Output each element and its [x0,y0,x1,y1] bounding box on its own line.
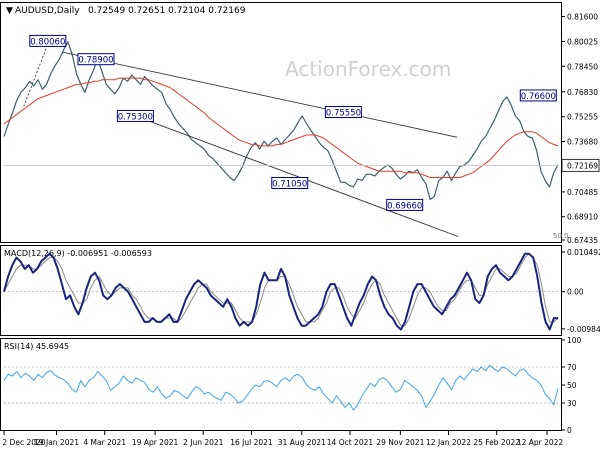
x-tick-label: 29 Nov 2021 [376,438,424,447]
price-tick-label: 0.81600 [567,13,598,22]
price-annotation-box [116,109,154,122]
macd-main-line [3,252,558,331]
price-tick-label: 0.75255 [567,113,598,122]
price-panel-frame [0,2,562,243]
price-tick-label: 0.76830 [567,88,598,97]
price-annotation-label: 0.78900 [78,56,113,66]
lower-trend-line [135,115,459,238]
price-tick-label: 0.80025 [567,37,598,46]
x-tick-label: 12 Apr 2022 [517,438,564,447]
price-tick-label: 0.68910 [567,213,598,222]
rsi-tick-label: 70 [567,363,577,372]
x-tick-label: 4 Mar 2021 [83,438,126,447]
price-annotation-box [519,89,557,102]
x-tick-label: 25 Feb 2022 [473,438,520,447]
price-annotation-box [29,34,67,47]
x-tick-label: 16 Jul 2021 [230,438,273,447]
rsi-line [3,364,559,411]
rsi-tick-label: 50 [567,381,577,390]
price-annotation-label: 0.75300 [118,112,153,122]
right-note-label: 50.0 [553,232,569,240]
rsi-tick-label: 0 [567,426,572,435]
current-price-box [561,158,600,172]
x-tick-label: 14 Oct 2021 [327,438,374,447]
price-annotation-label: 0.75550 [326,109,361,119]
macd-tick-label: 0.00 [567,288,584,297]
price-annotation-box [324,106,362,119]
price-annotation-label: 0.80060 [30,37,65,47]
price-tick-label: 0.67435 [567,236,598,245]
rsi-tick-label: 30 [567,399,577,408]
axes: 0.81600 0.80025 0.78450 0.76830 0.75255 0.736… [2,13,600,447]
x-tick-label: 2 Jun 2021 [183,438,224,447]
price-annotation-box [386,198,424,211]
symbol-header-arrow: ▼ [6,6,13,16]
rsi-panel-frame [0,338,562,431]
price-annotation-box [77,53,115,66]
upper-trend-line [61,51,458,138]
price-tick-label: 0.73680 [567,138,598,147]
ohlc-header: 0.72549 0.72651 0.72104 0.72169 [88,6,246,16]
rsi-header: RSI(14) 45.6945 [4,342,69,351]
symbol-header: AUDUSD,Daily [15,6,80,16]
x-tick-label: 31 Aug 2021 [278,438,326,447]
price-plot: 0.80060 0.78900 0.75300 0.75550 0.71050 0.696… [3,34,569,240]
price-tick-label: 0.72169 [567,161,598,170]
macd-tick-label: -0.009842 [567,325,600,334]
price-tick-label: 0.78450 [567,62,598,71]
price-tick-label: 0.70485 [567,188,598,197]
price-annotation-label: 0.71050 [272,179,307,189]
watermark-text: ActionForex.com [285,57,451,81]
macd-tick-label: 0.010492 [567,248,600,257]
rsi-plot [3,364,559,411]
price-annotation-box [271,176,309,189]
price-annotation-label: 0.69660 [387,201,422,211]
x-tick-label: 12 Jan 2022 [426,438,471,447]
macd-panel-frame [0,245,562,336]
x-tick-label: 2 Dec 2020 [2,438,45,447]
macd-signal-line [3,253,559,327]
moving-average-line [3,77,559,178]
x-tick-label: 19 Apr 2021 [132,438,179,447]
price-annotation-label: 0.76600 [521,92,556,102]
macd-header: MACD(12,26,9) -0.006951 -0.006593 [4,249,152,258]
dotted-trend-line [23,44,49,107]
macd-plot [3,252,559,331]
rsi-tick-label: 100 [567,336,582,345]
x-tick-label: 19 Jan 2021 [34,438,79,447]
